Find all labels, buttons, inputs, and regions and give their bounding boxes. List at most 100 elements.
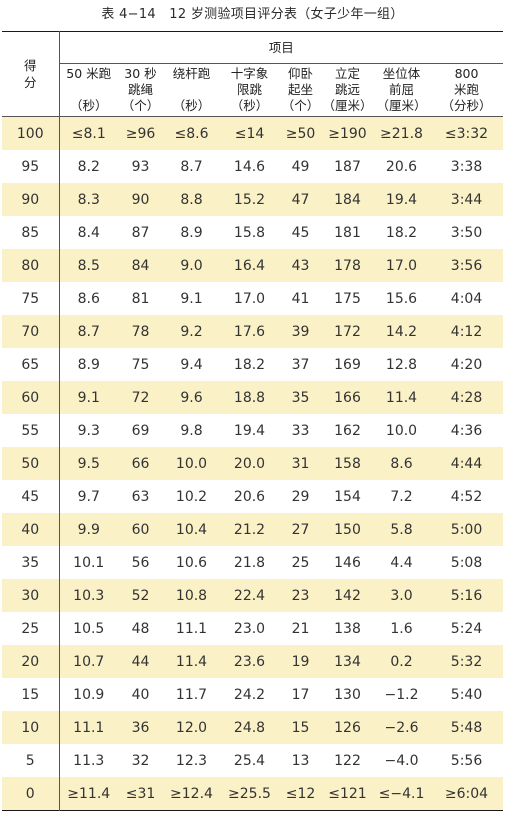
value-cell: 56 [118, 546, 163, 579]
value-cell: 4:52 [430, 480, 504, 513]
value-cell: 17.6 [220, 315, 279, 348]
value-cell: ≥12.4 [163, 777, 220, 811]
value-cell: 154 [322, 480, 373, 513]
score-cell: 95 [2, 150, 60, 183]
item-header-line [60, 82, 119, 98]
value-cell: 20.6 [220, 480, 279, 513]
item-column-header: 十字象 限跳 （秒） [220, 63, 279, 117]
item-header-line: （个） [121, 98, 160, 113]
table-row: 35 10.1 56 10.6 21.8 25 146 4.4 5:08 [2, 546, 504, 579]
item-header-line: 跳远 [334, 82, 360, 97]
value-cell: 8.9 [163, 216, 220, 249]
value-cell: 8.6 [373, 447, 430, 480]
value-cell: ≥21.8 [373, 116, 430, 150]
value-cell: 23.6 [220, 645, 279, 678]
value-cell: 9.7 [59, 480, 118, 513]
score-cell: 80 [2, 249, 60, 282]
score-cell: 35 [2, 546, 60, 579]
value-cell: 45 [279, 216, 322, 249]
value-cell: ≤8.6 [163, 116, 220, 150]
value-cell: 7.2 [373, 480, 430, 513]
value-cell: ≥11.4 [59, 777, 118, 811]
value-cell: 69 [118, 414, 163, 447]
value-cell: 10.0 [163, 447, 220, 480]
item-header-line [163, 82, 220, 98]
value-cell: 75 [118, 348, 163, 381]
value-cell: 5:40 [430, 678, 504, 711]
item-header-line: 米跑 [454, 82, 480, 97]
table-row: 100 ≤8.1 ≥96 ≤8.6 ≤14 ≥50 ≥190 ≥21.8 ≤3:32 [2, 116, 504, 150]
table-row: 75 8.6 81 9.1 17.0 41 175 15.6 4:04 [2, 282, 504, 315]
score-cell: 15 [2, 678, 60, 711]
item-column-header: 仰卧 起坐 （个） [279, 63, 322, 117]
value-cell: 36 [118, 711, 163, 744]
value-cell: ≤−4.1 [373, 777, 430, 811]
table-row: 60 9.1 72 9.6 18.8 35 166 11.4 4:28 [2, 381, 504, 414]
item-column-header: 30 秒跳绳 （个） [118, 63, 163, 117]
value-cell: 142 [322, 579, 373, 612]
value-cell: 184 [322, 183, 373, 216]
item-header-line: 十字象 [230, 66, 269, 81]
value-cell: 20.0 [220, 447, 279, 480]
value-cell: 14.6 [220, 150, 279, 183]
table-row: 20 10.7 44 11.4 23.6 19 134 0.2 5:32 [2, 645, 504, 678]
value-cell: ≤31 [118, 777, 163, 811]
value-cell: 52 [118, 579, 163, 612]
value-cell: 10.1 [59, 546, 118, 579]
value-cell: 72 [118, 381, 163, 414]
value-cell: 162 [322, 414, 373, 447]
table-row: 45 9.7 63 10.2 20.6 29 154 7.2 4:52 [2, 480, 504, 513]
value-cell: 4:20 [430, 348, 504, 381]
value-cell: 8.7 [59, 315, 118, 348]
value-cell: 21.8 [220, 546, 279, 579]
value-cell: 0.2 [373, 645, 430, 678]
value-cell: 187 [322, 150, 373, 183]
value-cell: 175 [322, 282, 373, 315]
value-cell: 11.7 [163, 678, 220, 711]
value-cell: 4:12 [430, 315, 504, 348]
item-header-line: 仰卧 [287, 66, 313, 81]
value-cell: 3:38 [430, 150, 504, 183]
value-cell: 15 [279, 711, 322, 744]
value-cell: 19.4 [220, 414, 279, 447]
value-cell: 5:00 [430, 513, 504, 546]
value-cell: −2.6 [373, 711, 430, 744]
value-cell: 10.4 [163, 513, 220, 546]
value-cell: 4.4 [373, 546, 430, 579]
value-cell: ≤3:32 [430, 116, 504, 150]
item-column-header: 立定 跳远 （厘米） [322, 63, 373, 117]
value-cell: 8.3 [59, 183, 118, 216]
score-cell: 60 [2, 381, 60, 414]
value-cell: 49 [279, 150, 322, 183]
value-cell: 48 [118, 612, 163, 645]
header-row-top: 得 分 项目 [2, 31, 504, 117]
item-header-line: （秒） [230, 98, 269, 113]
score-cell: 90 [2, 183, 60, 216]
value-cell: 12.0 [163, 711, 220, 744]
value-cell: 21 [279, 612, 322, 645]
item-header-line: 起坐 [287, 82, 313, 97]
value-cell: 27 [279, 513, 322, 546]
value-cell: 93 [118, 150, 163, 183]
score-cell: 45 [2, 480, 60, 513]
value-cell: ≥25.5 [220, 777, 279, 811]
value-cell: 134 [322, 645, 373, 678]
item-header-line: （厘米） [322, 98, 373, 113]
value-cell: 158 [322, 447, 373, 480]
value-cell: 8.2 [59, 150, 118, 183]
score-cell: 100 [2, 116, 60, 150]
value-cell: 11.1 [163, 612, 220, 645]
value-cell: 29 [279, 480, 322, 513]
value-cell: 146 [322, 546, 373, 579]
score-cell: 0 [2, 777, 60, 811]
value-cell: 8.7 [163, 150, 220, 183]
value-cell: 4:28 [430, 381, 504, 414]
item-header-line: 立定 [334, 66, 360, 81]
item-header-line: 50 米跑 [66, 66, 112, 81]
item-column-header: 800 米跑 （分秒） [430, 63, 504, 117]
table-row: 15 10.9 40 11.7 24.2 17 130 −1.2 5:40 [2, 678, 504, 711]
item-header-line: 绕杆跑 [172, 66, 211, 81]
value-cell: 4:36 [430, 414, 504, 447]
item-header-line: （秒） [172, 98, 211, 113]
value-cell: 84 [118, 249, 163, 282]
